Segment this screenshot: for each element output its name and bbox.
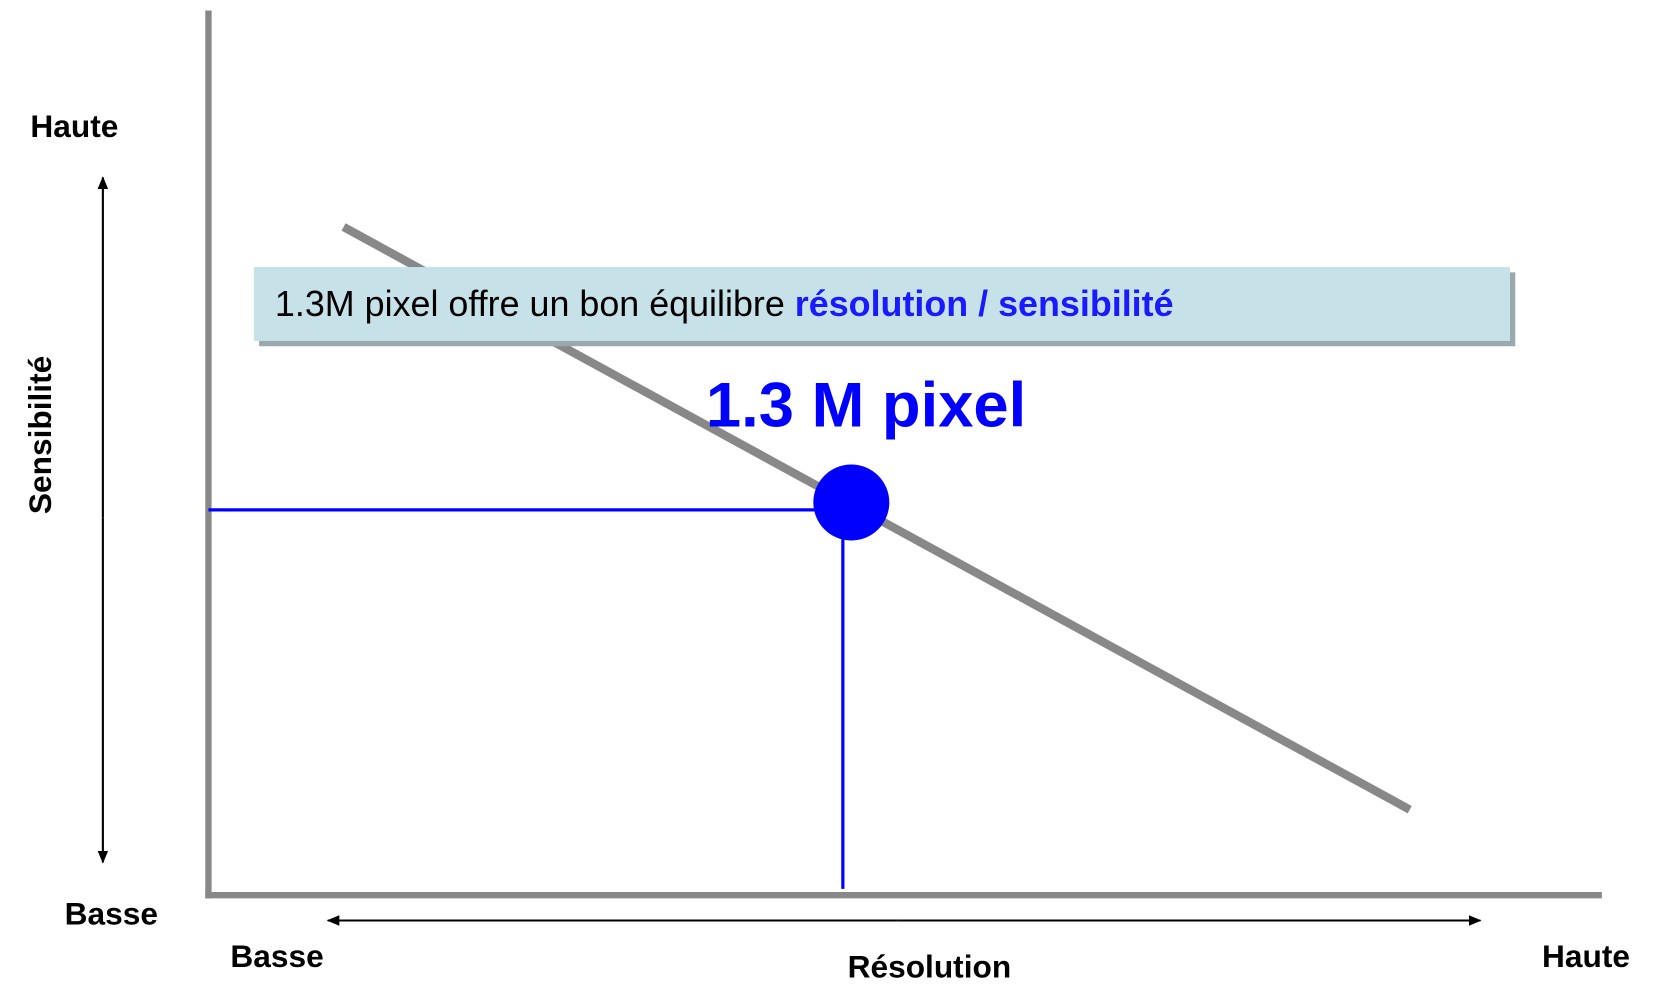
y-bottom-label: Basse — [65, 896, 158, 932]
callout-plain: 1.3M pixel offre un bon équilibre — [275, 285, 795, 325]
x-right-label: Haute — [1542, 938, 1630, 974]
x-left-label: Basse — [230, 938, 323, 974]
callout-emphasis: résolution / sensibilité — [795, 285, 1174, 325]
callout-box — [253, 267, 1511, 341]
point-label: 1.3 M pixel — [706, 370, 1026, 440]
y-top-label: Haute — [30, 108, 118, 144]
y-axis-title: Sensibilité — [22, 356, 58, 514]
x-axis-title: Résolution — [848, 948, 1012, 984]
callout-text: 1.3M pixel offre un bon équilibre résolu… — [275, 285, 1174, 325]
point — [813, 464, 890, 541]
